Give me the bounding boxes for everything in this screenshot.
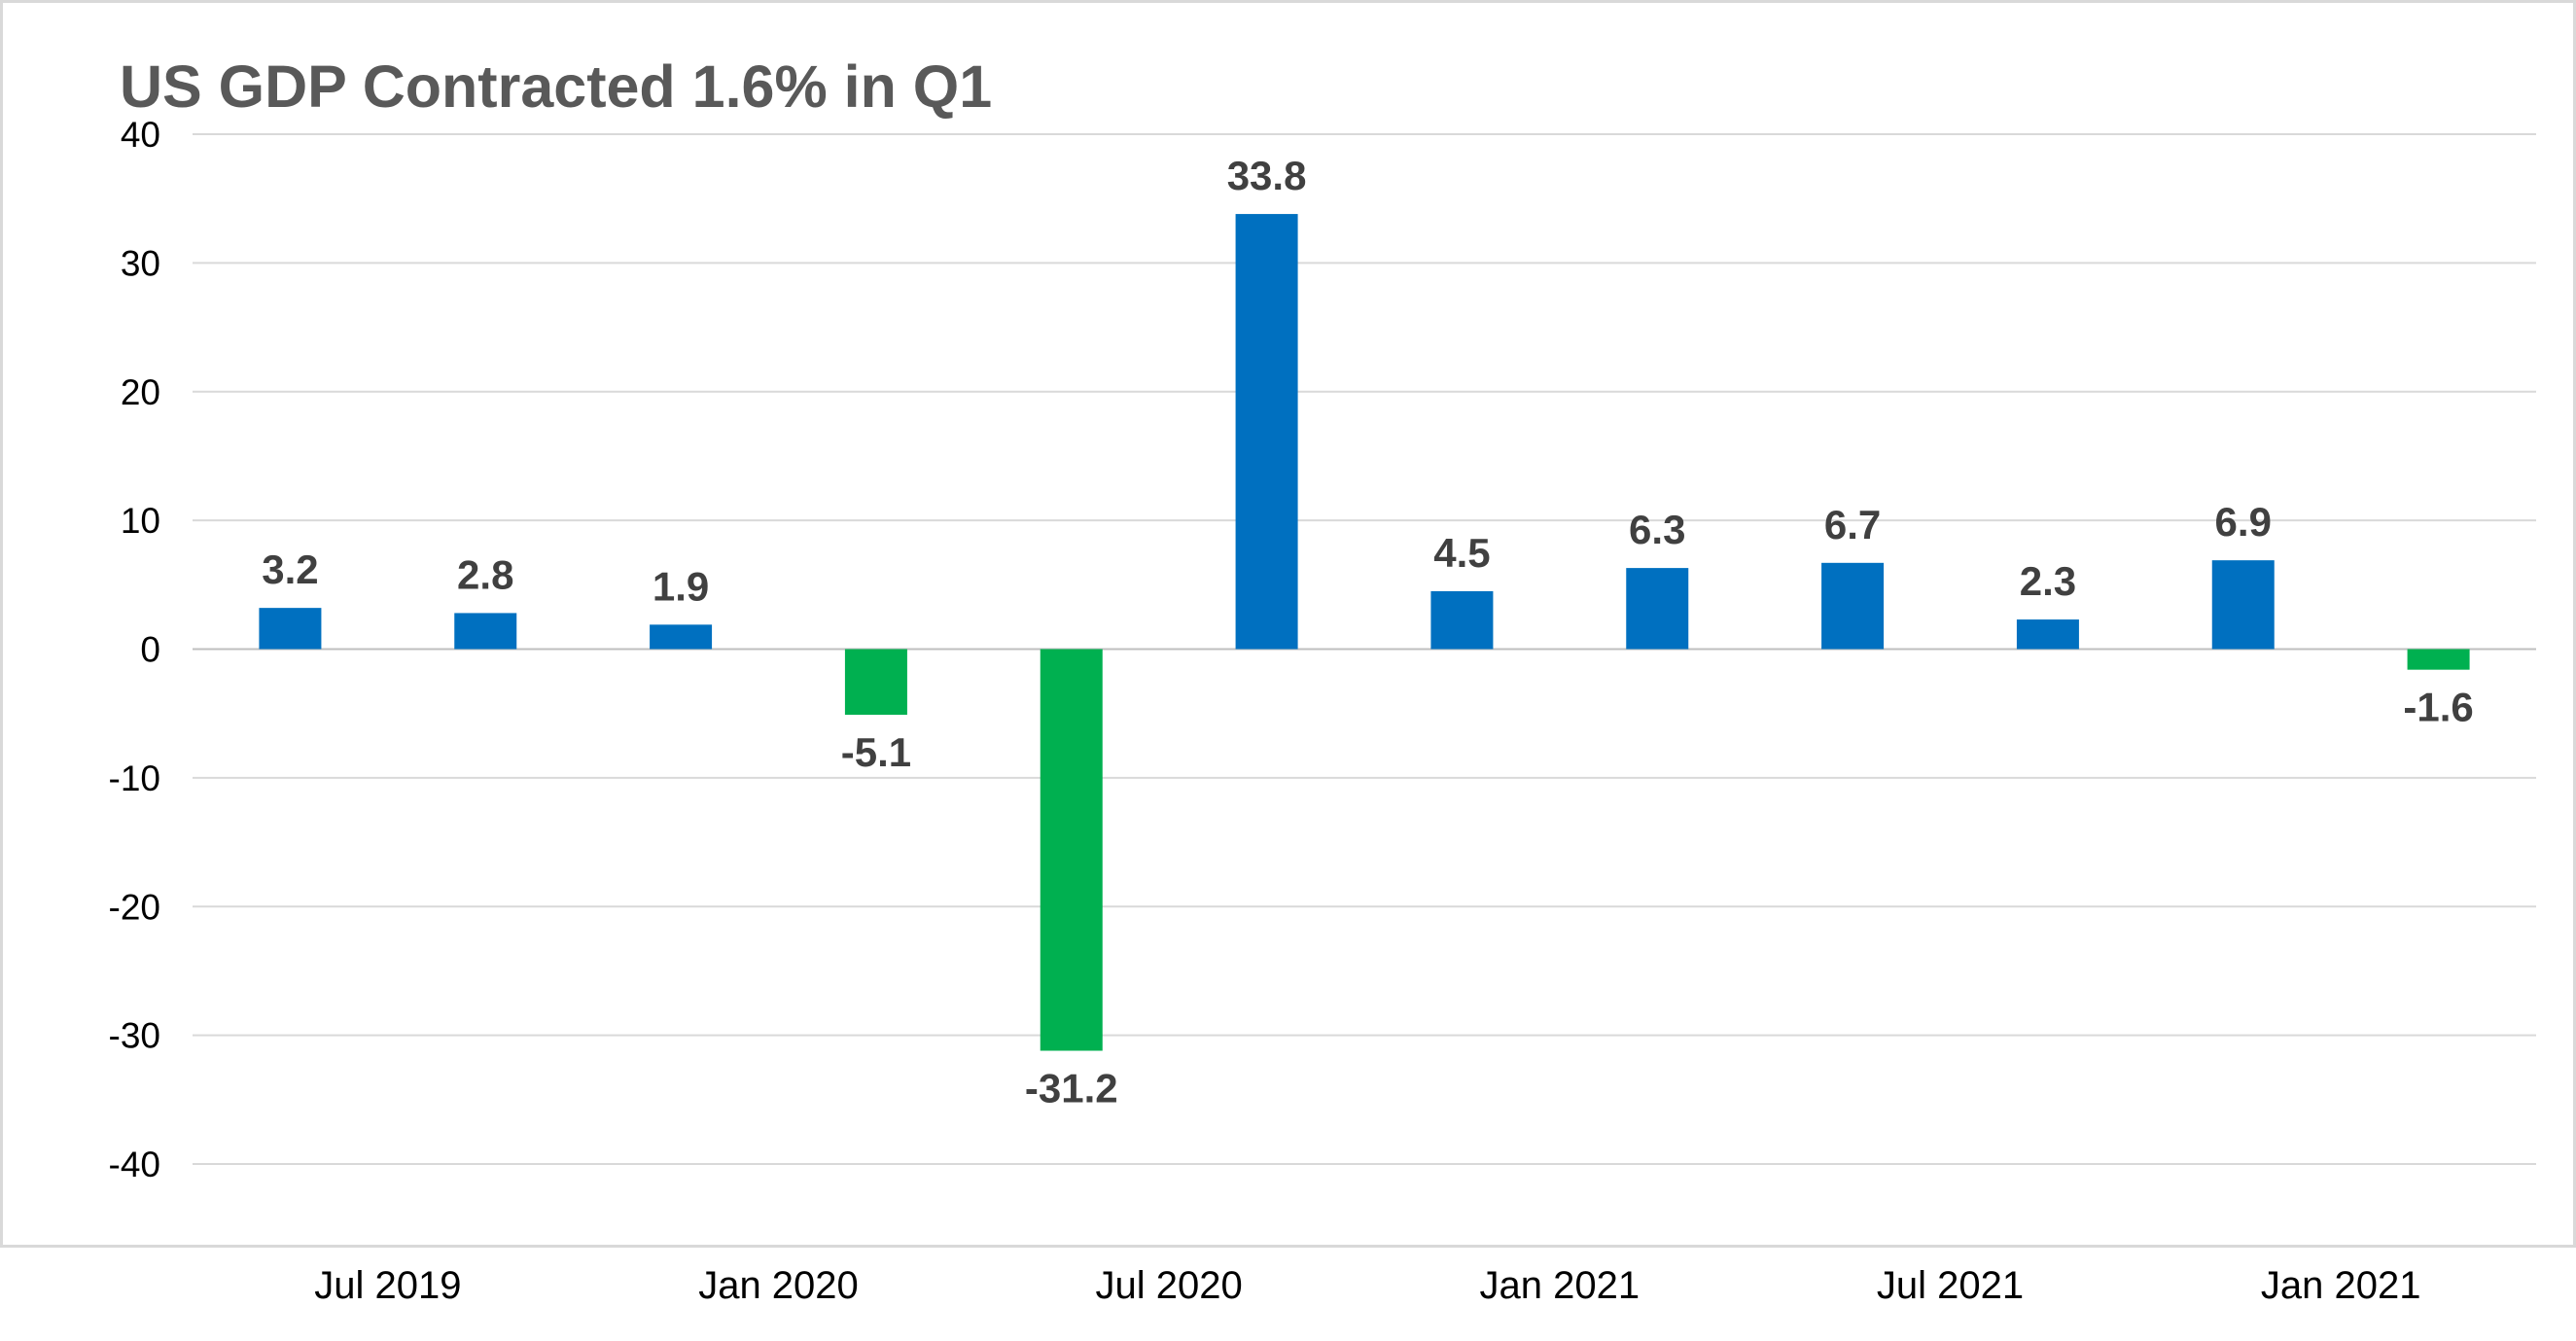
data-label: 6.3 (1629, 507, 1685, 552)
data-label: 3.2 (262, 547, 318, 592)
x-tick-label: Jan 2020 (698, 1264, 859, 1307)
data-label: 2.3 (2020, 558, 2076, 604)
data-label: 33.8 (1227, 153, 1307, 198)
data-label: 1.9 (653, 563, 709, 609)
x-tick-label: Jul 2020 (1096, 1264, 1243, 1307)
data-label: -5.1 (841, 729, 911, 775)
y-tick-label: -40 (109, 1145, 160, 1184)
bar (259, 608, 322, 650)
data-label: 4.5 (1433, 530, 1490, 576)
data-label: 6.7 (1824, 502, 1881, 547)
y-tick-label: -20 (109, 887, 160, 927)
x-tick-label: Jan 2021 (2261, 1264, 2421, 1307)
data-label: 6.9 (2215, 499, 2272, 545)
data-label: -1.6 (2403, 685, 2473, 730)
y-tick-label: -30 (109, 1016, 160, 1056)
bar (1040, 649, 1103, 1051)
bar (2211, 560, 2275, 650)
y-axis-ticks: 40 30 20 10 0 -10 -20 -30 -40 (109, 115, 160, 1184)
x-axis-ticks: Jul 2019 Jan 2020 Jul 2020 Jan 2021 Jul 2021… (314, 1264, 2420, 1307)
bar (2016, 619, 2079, 650)
x-tick-label: Jul 2021 (1877, 1264, 2024, 1307)
y-tick-label: 0 (140, 630, 160, 670)
bar (650, 624, 713, 650)
gridlines (193, 133, 2536, 1165)
chart-title: US GDP Contracted 1.6% in Q1 (120, 53, 992, 120)
bar (1626, 568, 1689, 650)
bar (1430, 590, 1494, 650)
data-label: 2.8 (457, 551, 513, 597)
x-tick-label: Jul 2019 (314, 1264, 461, 1307)
bar (454, 613, 517, 650)
data-label: -31.2 (1025, 1066, 1118, 1112)
bar (2407, 649, 2470, 670)
bar (1821, 562, 1885, 650)
x-tick-label: Jan 2021 (1480, 1264, 1641, 1307)
data-labels: 3.2 2.8 1.9 -5.1 -31.2 33.8 4.5 6.3 6.7 2.3 6.9 -1.… (262, 153, 2474, 1111)
y-tick-label: 10 (121, 501, 160, 541)
bar (844, 649, 907, 716)
y-tick-label: -10 (109, 759, 160, 798)
bars (259, 214, 2470, 1051)
y-tick-label: 20 (121, 372, 160, 412)
y-tick-label: 40 (121, 115, 160, 155)
bar (1235, 214, 1298, 650)
y-tick-label: 30 (121, 243, 160, 283)
